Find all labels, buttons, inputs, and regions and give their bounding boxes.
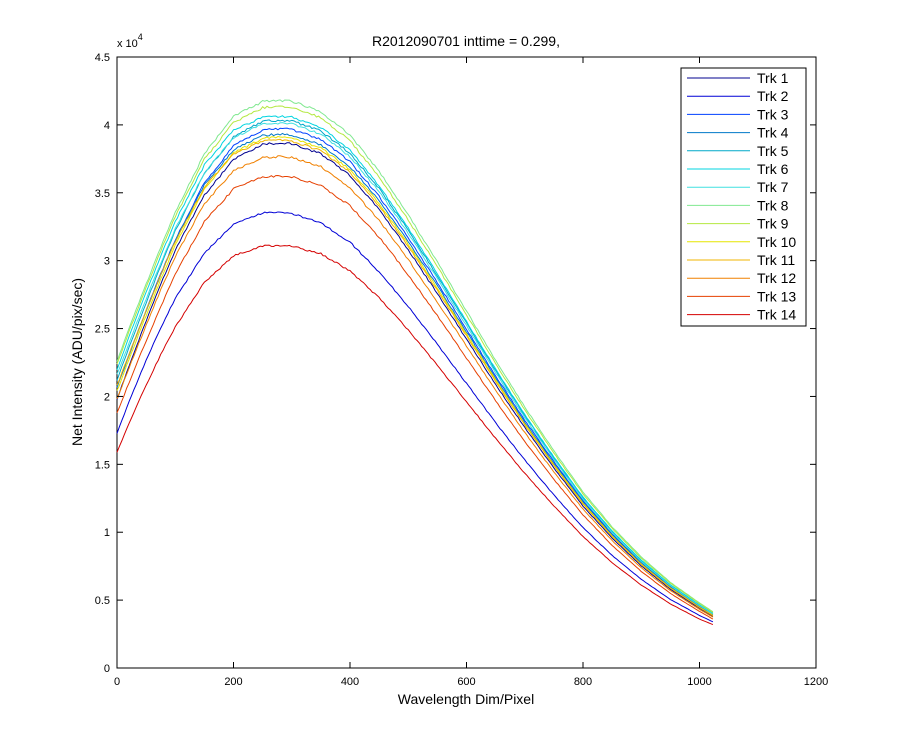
y-tick-label: 3	[104, 256, 110, 268]
series-line-8	[116, 99, 714, 613]
legend-label: Trk 13	[757, 288, 796, 304]
series-line-13	[116, 174, 714, 620]
legend-label: Trk 5	[757, 143, 789, 159]
x-tick-label: 600	[457, 676, 475, 688]
legend: Trk 1 Trk 2 Trk 3 Trk 4 Trk 5 Trk 6 Trk 7 Trk 8…	[680, 67, 807, 327]
x-tick-label: 800	[574, 676, 592, 688]
y-tick-label: 4.5	[95, 52, 110, 64]
x-tick-label: 1200	[804, 676, 828, 688]
x-tick-label: 1000	[687, 676, 711, 688]
legend-label: Trk 6	[757, 161, 789, 177]
y-multiplier-base: x 10	[117, 38, 138, 50]
legend-label: Trk 12	[757, 270, 796, 286]
y-tick-label: 2.5	[95, 324, 110, 336]
legend-item: Trk 11	[687, 252, 795, 268]
legend-item: Trk 2	[687, 88, 789, 104]
x-axis-label: Wavelength Dim/Pixel	[398, 691, 534, 707]
series-line-11	[116, 138, 714, 617]
legend-label: Trk 8	[757, 197, 789, 213]
chart-title: R2012090701 inttime = 0.299,	[372, 33, 560, 49]
legend-item: Trk 10	[687, 234, 796, 250]
legend-item: Trk 9	[687, 216, 789, 232]
legend-item: Trk 1	[687, 70, 789, 86]
series-line-3	[116, 127, 714, 615]
series-line-12	[116, 155, 714, 618]
legend-item: Trk 6	[687, 161, 789, 177]
legend-item: Trk 4	[687, 125, 789, 141]
x-tick-label: 200	[224, 676, 242, 688]
series-line-6	[116, 115, 714, 614]
legend-box	[680, 67, 807, 327]
y-tick-label: 2	[104, 391, 110, 403]
legend-label: Trk 11	[757, 252, 795, 268]
y-multiplier: x 104	[117, 32, 143, 50]
y-axis-label: Net Intensity (ADU/pix/sec)	[69, 278, 85, 446]
legend-item: Trk 3	[687, 106, 789, 122]
legend-label: Trk 3	[757, 106, 789, 122]
x-tick-label: 400	[341, 676, 359, 688]
x-tick-label: 0	[114, 676, 120, 688]
y-tick-label: 0	[104, 663, 110, 675]
series-line-9	[116, 105, 714, 613]
legend-label: Trk 2	[757, 88, 789, 104]
y-multiplier-exponent: 4	[138, 32, 143, 42]
legend-item: Trk 8	[687, 197, 789, 213]
ticks-layer: 0 200 400 600 800 1000 1200 0 0.5 1 1.5 2 2.5 3 3.5 4 4.…	[95, 52, 829, 688]
series-line-2	[116, 211, 714, 623]
legend-label: Trk 14	[757, 307, 796, 323]
y-tick-label: 1.5	[95, 459, 110, 471]
series-line-1	[116, 142, 714, 617]
legend-item: Trk 7	[687, 179, 789, 195]
legend-label: Trk 1	[757, 70, 789, 86]
series-line-14	[116, 244, 714, 626]
legend-label: Trk 4	[757, 125, 789, 141]
legend-label: Trk 10	[757, 234, 796, 250]
legend-label: Trk 9	[757, 216, 789, 232]
legend-item: Trk 5	[687, 143, 789, 159]
legend-item: Trk 12	[687, 270, 796, 286]
y-tick-label: 0.5	[95, 595, 110, 607]
y-tick-label: 4	[104, 120, 110, 132]
legend-item: Trk 13	[687, 288, 796, 304]
legend-label: Trk 7	[757, 179, 789, 195]
legend-item: Trk 14	[687, 307, 796, 323]
y-tick-label: 3.5	[95, 188, 110, 200]
y-tick-label: 1	[104, 527, 110, 539]
series-line-7	[116, 122, 714, 615]
series-layer	[116, 99, 714, 626]
